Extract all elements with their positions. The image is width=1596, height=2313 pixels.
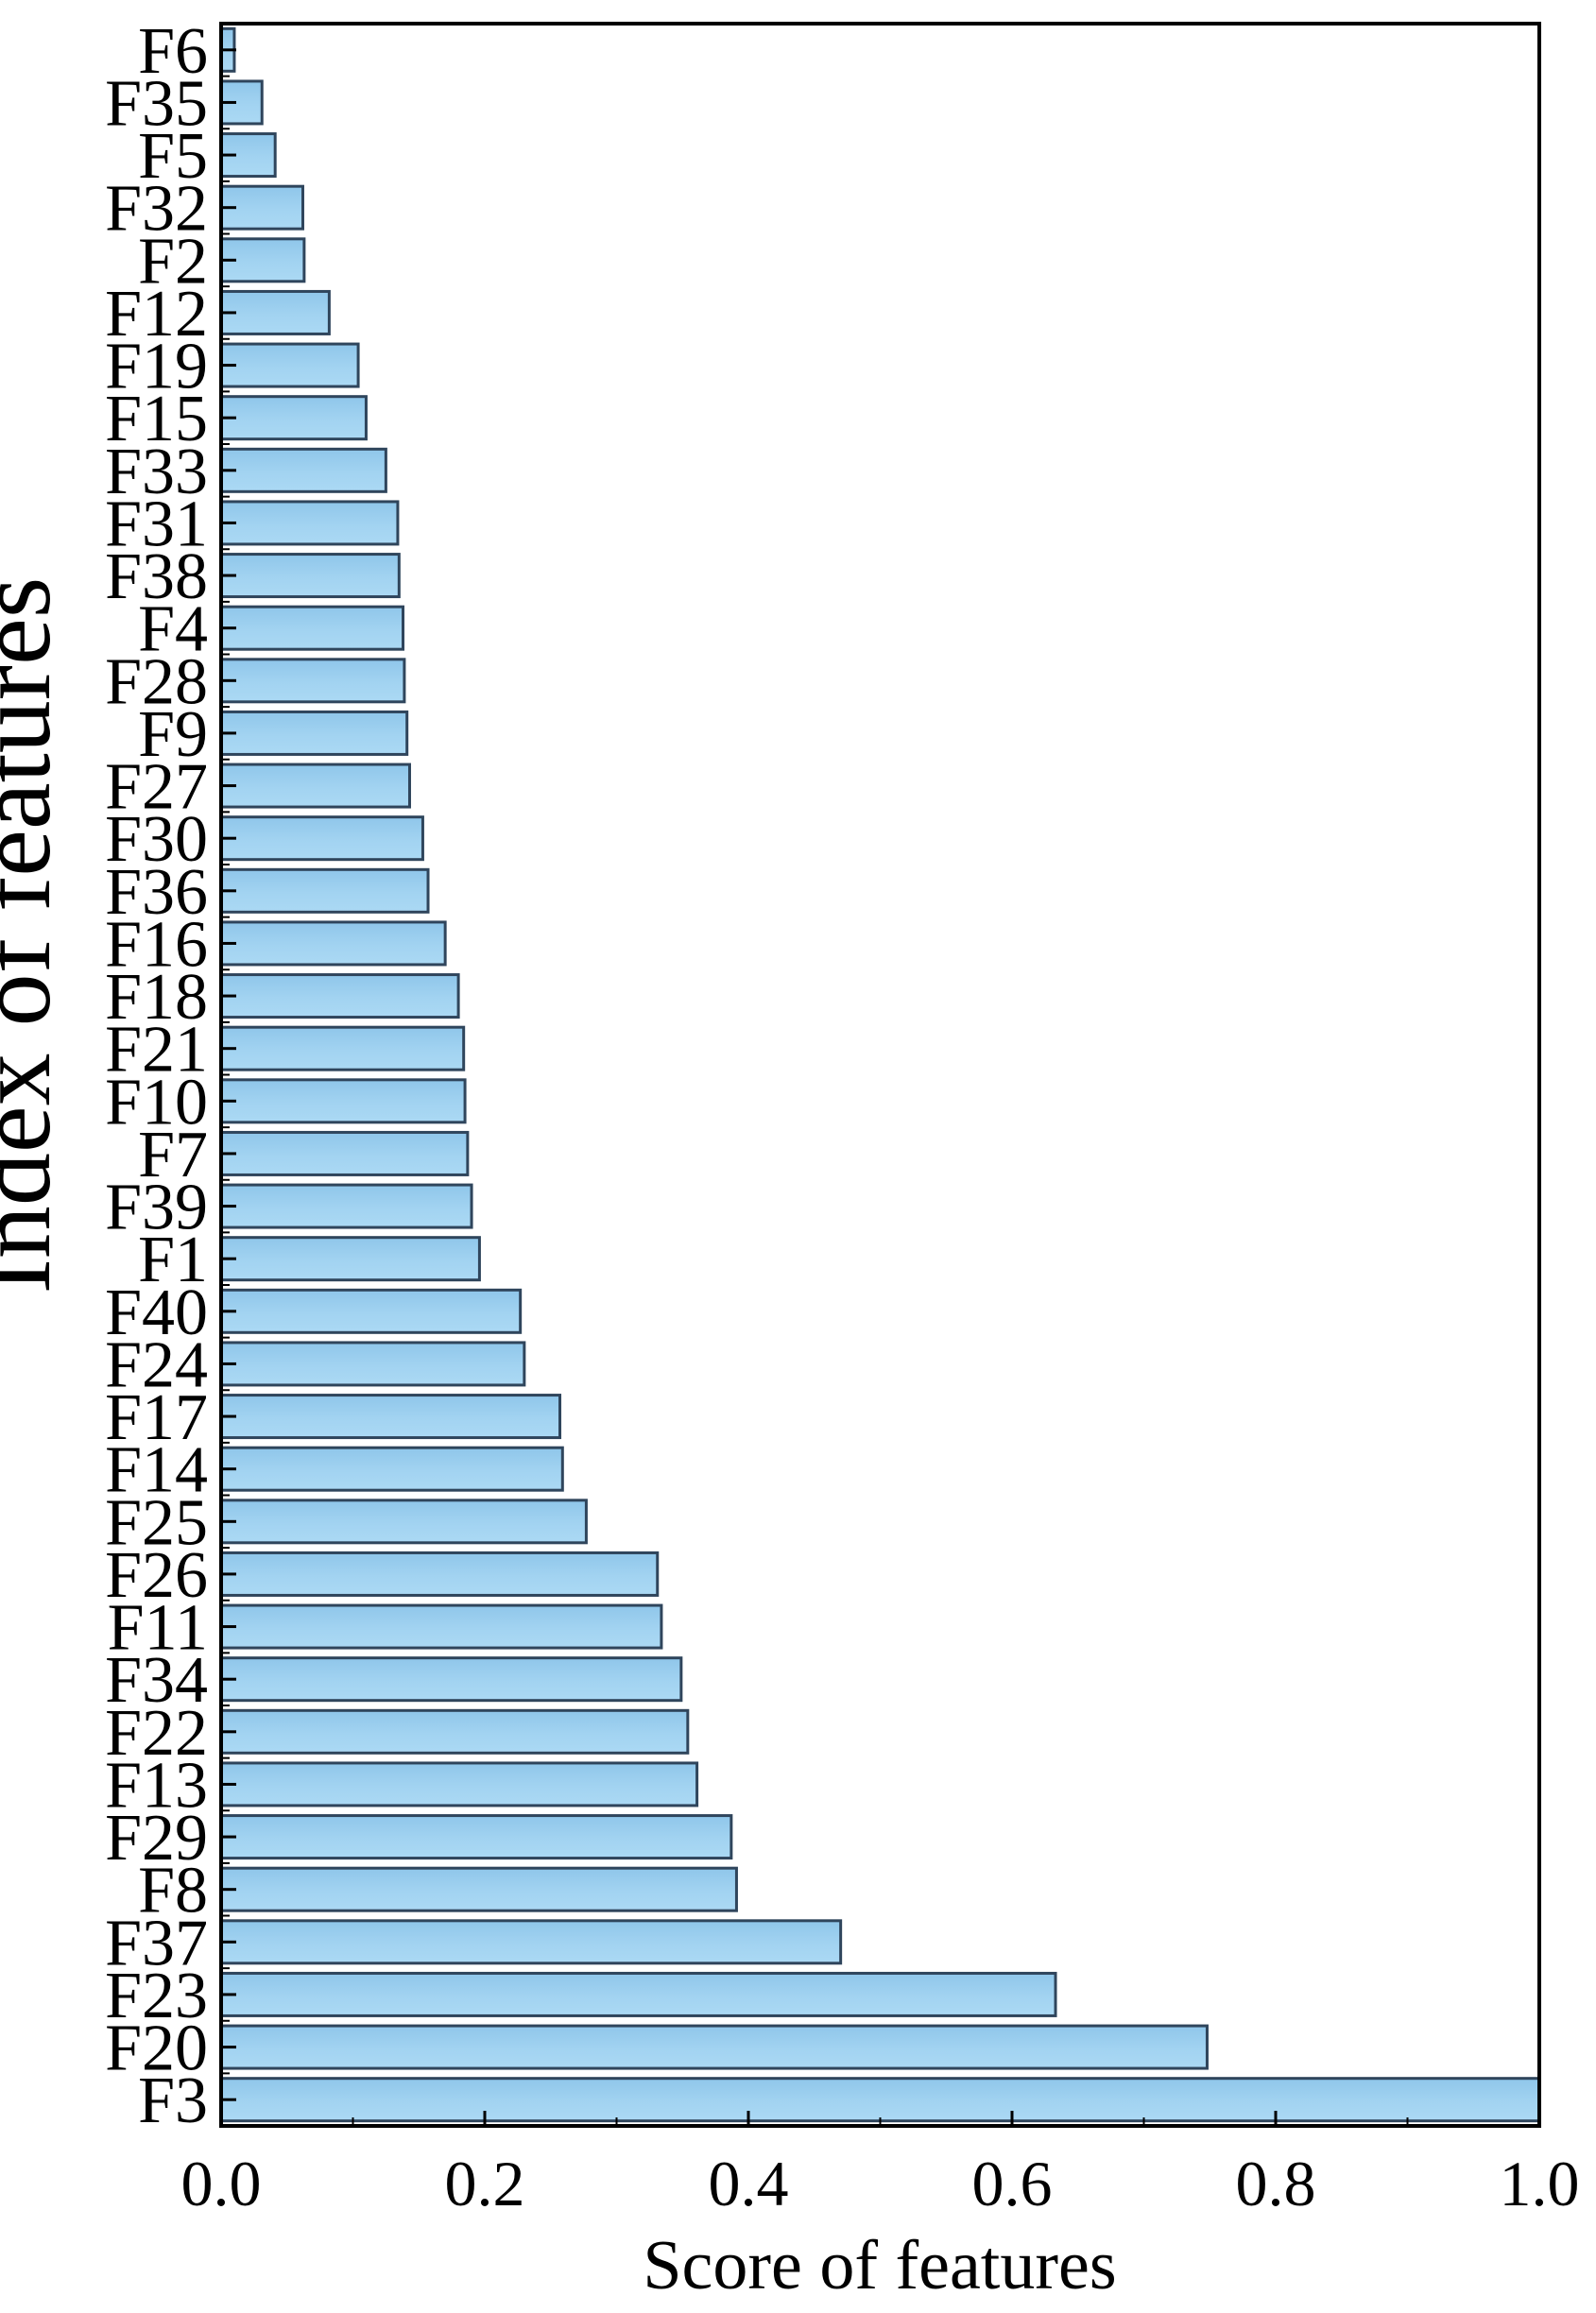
bar-F30 bbox=[219, 815, 424, 862]
bar-F18 bbox=[219, 973, 460, 1019]
y-tick-label-F35: F35 bbox=[105, 67, 208, 140]
y-tick-label-F12: F12 bbox=[105, 278, 208, 351]
x-axis-title: Score of features bbox=[643, 2227, 1116, 2304]
y-tick-label-F19: F19 bbox=[105, 331, 208, 403]
bar-F22 bbox=[219, 1708, 690, 1755]
y-tick-label-F16: F16 bbox=[105, 908, 208, 981]
bar-F39 bbox=[219, 1183, 473, 1229]
bar-F24 bbox=[219, 1341, 526, 1387]
y-tick-label-F37: F37 bbox=[105, 1907, 208, 1979]
y-tick-label-F40: F40 bbox=[105, 1276, 208, 1349]
y-tick-label-F6: F6 bbox=[138, 15, 208, 88]
bar-F26 bbox=[219, 1551, 660, 1597]
bar-F37 bbox=[219, 1919, 843, 1965]
bar-F38 bbox=[219, 553, 401, 599]
y-tick-label-F28: F28 bbox=[105, 645, 208, 718]
bar-F40 bbox=[219, 1288, 523, 1334]
y-tick-label-F14: F14 bbox=[105, 1434, 208, 1507]
y-tick-label-F7: F7 bbox=[138, 1119, 208, 1191]
bar-F25 bbox=[219, 1499, 588, 1545]
y-tick-label-F30: F30 bbox=[105, 803, 208, 876]
y-tick-label-F11: F11 bbox=[108, 1592, 208, 1665]
bar-F10 bbox=[219, 1078, 467, 1124]
bar-F4 bbox=[219, 605, 405, 651]
y-tick-label-F27: F27 bbox=[105, 751, 208, 824]
bar-F15 bbox=[219, 395, 368, 441]
y-axis-title: Index of features bbox=[0, 577, 73, 1294]
bar-F19 bbox=[219, 342, 360, 388]
y-tick-label-F33: F33 bbox=[105, 436, 208, 508]
bar-F3 bbox=[219, 2077, 1541, 2123]
x-tick-label-0.0: 0.0 bbox=[181, 2148, 262, 2219]
bar-F9 bbox=[219, 710, 409, 756]
plot-border bbox=[219, 22, 1541, 2128]
y-tick-label-F34: F34 bbox=[105, 1644, 208, 1717]
bar-F20 bbox=[219, 2024, 1209, 2070]
y-tick-label-F24: F24 bbox=[105, 1328, 208, 1401]
y-tick-label-F8: F8 bbox=[138, 1855, 208, 1928]
y-tick-label-F20: F20 bbox=[105, 2013, 208, 2085]
bar-F16 bbox=[219, 920, 447, 967]
bar-F28 bbox=[219, 658, 406, 704]
y-tick-label-F23: F23 bbox=[105, 1960, 208, 2032]
y-tick-label-F15: F15 bbox=[105, 383, 208, 455]
y-tick-label-F31: F31 bbox=[105, 488, 208, 560]
y-tick-label-F29: F29 bbox=[105, 1802, 208, 1875]
x-tick-label-0.4: 0.4 bbox=[709, 2148, 789, 2219]
y-tick-label-F38: F38 bbox=[105, 540, 208, 613]
tick-labels-layer: F6F35F5F32F2F12F19F15F33F31F38F4F28F9F27… bbox=[105, 15, 1579, 2219]
bar-F23 bbox=[219, 1971, 1057, 2017]
y-tick-label-F5: F5 bbox=[138, 120, 208, 193]
bar-F1 bbox=[219, 1236, 481, 1282]
x-tick-label-1.0: 1.0 bbox=[1500, 2148, 1580, 2219]
y-tick-label-F22: F22 bbox=[105, 1697, 208, 1770]
bar-F13 bbox=[219, 1761, 699, 1808]
y-tick-label-F39: F39 bbox=[105, 1172, 208, 1244]
bars-layer bbox=[219, 26, 1541, 2123]
y-tick-label-F2: F2 bbox=[138, 225, 208, 298]
bar-F29 bbox=[219, 1814, 733, 1860]
y-tick-label-F13: F13 bbox=[105, 1749, 208, 1822]
y-tick-label-F17: F17 bbox=[105, 1381, 208, 1454]
y-tick-label-F25: F25 bbox=[105, 1486, 208, 1559]
bar-F27 bbox=[219, 762, 411, 809]
bar-F34 bbox=[219, 1656, 683, 1703]
y-tick-label-F4: F4 bbox=[138, 593, 208, 666]
bar-F21 bbox=[219, 1025, 466, 1071]
bar-F8 bbox=[219, 1866, 738, 1912]
bar-F12 bbox=[219, 289, 331, 335]
y-tick-label-F18: F18 bbox=[105, 961, 208, 1034]
bar-F11 bbox=[219, 1603, 663, 1650]
y-tick-label-F32: F32 bbox=[105, 173, 208, 246]
bar-F7 bbox=[219, 1130, 470, 1176]
y-tick-label-F36: F36 bbox=[105, 856, 208, 929]
bar-F14 bbox=[219, 1446, 564, 1492]
y-tick-label-F10: F10 bbox=[105, 1066, 208, 1139]
y-tick-label-F9: F9 bbox=[138, 698, 208, 771]
bar-F36 bbox=[219, 867, 430, 914]
bar-F33 bbox=[219, 447, 387, 493]
y-tick-label-F26: F26 bbox=[105, 1539, 208, 1612]
bar-F31 bbox=[219, 500, 400, 546]
y-tick-label-F3: F3 bbox=[138, 2065, 208, 2137]
x-tick-label-0.2: 0.2 bbox=[445, 2148, 525, 2219]
x-tick-label-0.8: 0.8 bbox=[1236, 2148, 1316, 2219]
x-tick-label-0.6: 0.6 bbox=[972, 2148, 1053, 2219]
y-tick-label-F21: F21 bbox=[105, 1014, 208, 1087]
bar-F17 bbox=[219, 1394, 562, 1440]
y-tick-label-F1: F1 bbox=[138, 1224, 208, 1296]
